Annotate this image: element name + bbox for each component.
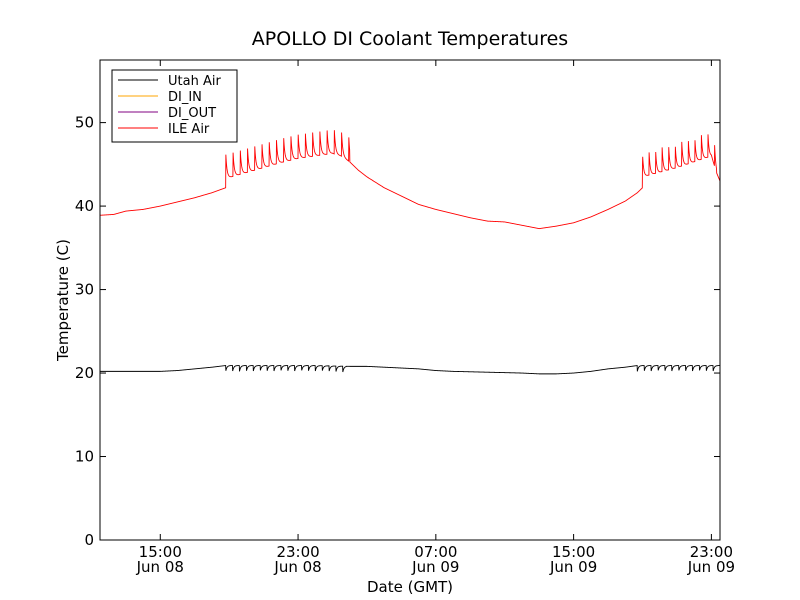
- y-tick-label: 20: [75, 364, 94, 382]
- x-tick-label-date: Jun 09: [549, 558, 597, 576]
- legend-label: ILE Air: [168, 122, 210, 137]
- legend-label: DI_IN: [168, 90, 202, 105]
- legend-label: Utah Air: [168, 74, 221, 89]
- y-axis: 0 10 20 30 40 50: [75, 114, 720, 549]
- x-tick-label-time: 15:00: [139, 543, 182, 561]
- x-tick-label-date: Jun 09: [411, 558, 459, 576]
- x-tick-label-date: Jun 09: [687, 558, 735, 576]
- y-tick-label: 50: [75, 114, 94, 132]
- y-tick-label: 0: [84, 531, 94, 549]
- y-tick-label: 40: [75, 197, 94, 215]
- x-tick-label-time: 23:00: [276, 543, 319, 561]
- legend-box: [111, 69, 238, 143]
- x-tick-label-time: 07:00: [414, 543, 457, 561]
- x-tick-label-date: Jun 08: [273, 558, 321, 576]
- x-tick-label-time: 23:00: [690, 543, 733, 561]
- series-line-utah-air: [100, 365, 721, 375]
- y-axis-label: Temperature (C): [54, 239, 72, 362]
- plot-frame: [99, 59, 721, 541]
- x-axis-label: Date (GMT): [367, 578, 453, 596]
- y-tick-label: 10: [75, 448, 94, 466]
- x-tick-label-date: Jun 08: [136, 558, 184, 576]
- series-line-ile-air: [99, 130, 721, 230]
- x-tick-label-time: 15:00: [552, 543, 595, 561]
- legend-label: DI_OUT: [168, 106, 216, 121]
- plot-lines: [99, 130, 721, 375]
- chart-title: APOLLO DI Coolant Temperatures: [252, 28, 568, 50]
- y-tick-label: 30: [75, 281, 94, 299]
